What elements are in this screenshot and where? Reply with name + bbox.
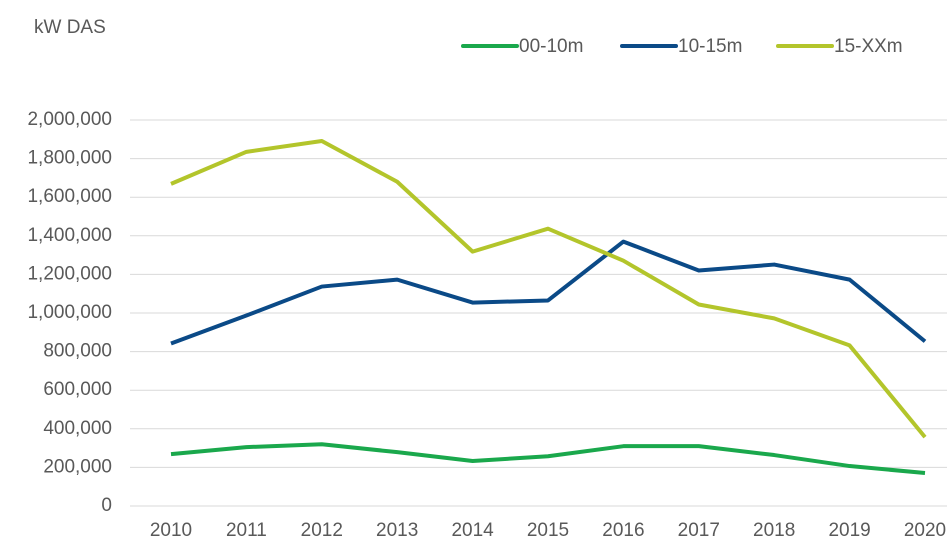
legend-label: 15-XXm bbox=[834, 36, 903, 57]
y-tick-label: 200,000 bbox=[43, 456, 112, 477]
y-tick-label: 1,200,000 bbox=[27, 263, 112, 284]
series-line bbox=[170, 442, 926, 475]
x-tick-label: 2019 bbox=[828, 520, 870, 541]
x-tick-label: 2015 bbox=[527, 520, 569, 541]
y-tick-label: 1,400,000 bbox=[27, 225, 112, 246]
y-tick-label: 800,000 bbox=[43, 341, 112, 362]
y-tick-label: 2,000,000 bbox=[27, 109, 112, 130]
x-tick-label: 2013 bbox=[376, 520, 418, 541]
x-tick-label: 2014 bbox=[451, 520, 494, 541]
y-tick-label: 1,000,000 bbox=[27, 302, 112, 323]
y-tick-label: 400,000 bbox=[43, 418, 112, 439]
series-line bbox=[170, 139, 927, 439]
x-tick-label: 2018 bbox=[753, 520, 795, 541]
x-tick-label: 2016 bbox=[602, 520, 644, 541]
x-tick-label: 2012 bbox=[301, 520, 343, 541]
x-tick-label: 2017 bbox=[678, 520, 720, 541]
chart-title: kW DAS bbox=[34, 17, 106, 38]
y-tick-label: 0 bbox=[101, 495, 112, 516]
x-tick-label: 2010 bbox=[150, 520, 192, 541]
legend-label: 10-15m bbox=[678, 36, 742, 57]
y-tick-label: 1,800,000 bbox=[27, 148, 112, 169]
y-tick-label: 1,600,000 bbox=[27, 186, 112, 207]
legend-label: 00-10m bbox=[519, 36, 583, 57]
y-tick-label: 600,000 bbox=[43, 379, 112, 400]
x-tick-label: 2011 bbox=[226, 520, 267, 541]
x-tick-label: 2020 bbox=[904, 520, 946, 541]
series-line bbox=[170, 239, 927, 346]
